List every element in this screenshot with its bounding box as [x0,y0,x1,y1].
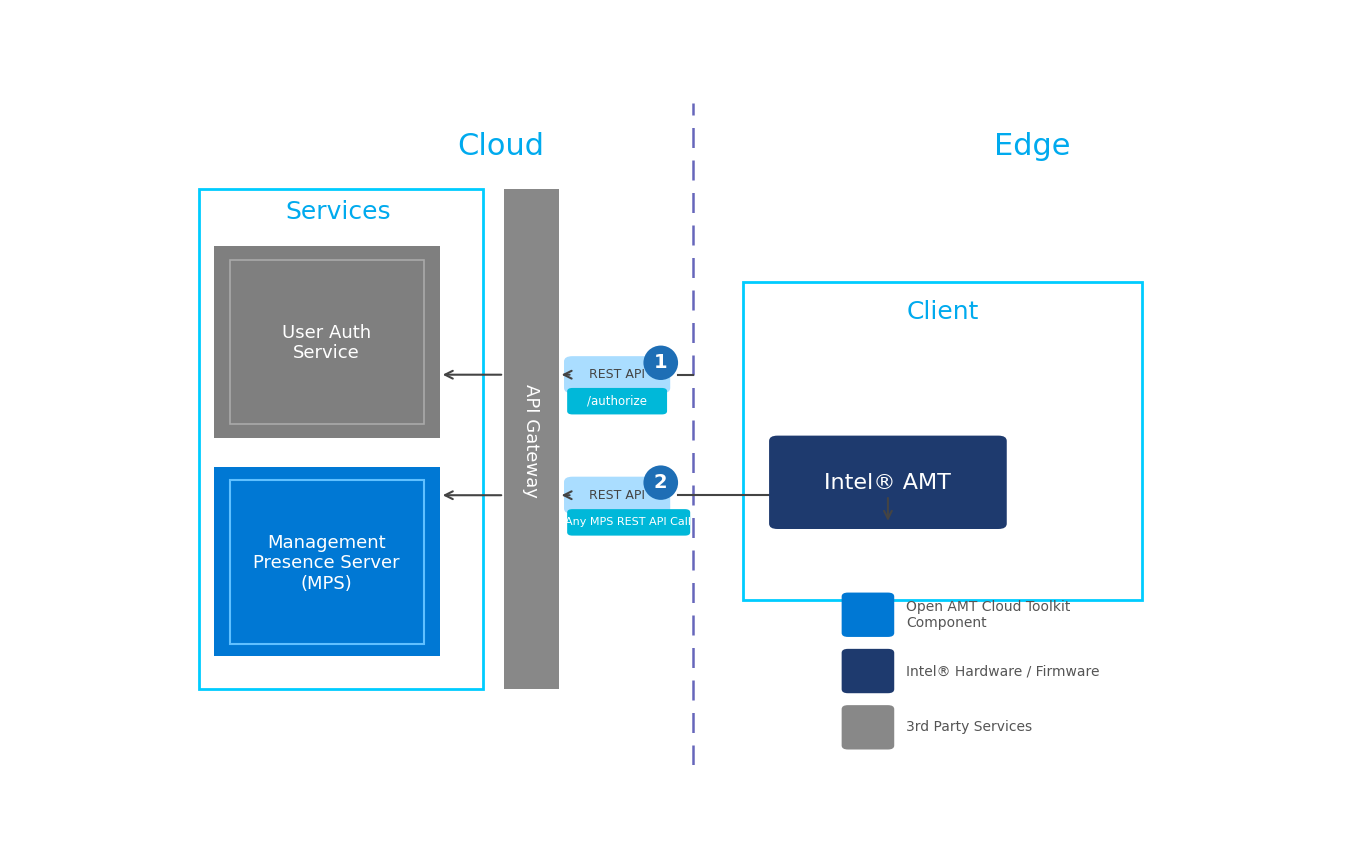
FancyBboxPatch shape [841,648,894,693]
FancyBboxPatch shape [567,509,691,536]
Text: 1: 1 [654,353,668,372]
FancyBboxPatch shape [567,388,668,415]
Text: Edge: Edge [993,132,1071,161]
Bar [742,282,1143,600]
Bar [214,246,440,438]
Bar [503,189,559,689]
FancyBboxPatch shape [841,593,894,637]
Text: Intel® Hardware / Firmware: Intel® Hardware / Firmware [906,664,1099,678]
FancyBboxPatch shape [565,476,670,513]
Ellipse shape [643,465,678,500]
FancyBboxPatch shape [769,436,1007,529]
Text: Services: Services [285,200,391,224]
Text: Client: Client [906,300,978,324]
Text: Cloud: Cloud [457,132,544,161]
Bar [229,260,425,424]
Text: User Auth
Service: User Auth Service [282,323,370,362]
Text: Management
Presence Server
(MPS): Management Presence Server (MPS) [252,533,400,593]
FancyBboxPatch shape [565,356,670,393]
Text: 3rd Party Services: 3rd Party Services [906,721,1031,734]
Bar [214,468,440,656]
Text: Intel® AMT: Intel® AMT [825,473,951,493]
Bar [229,480,425,644]
Text: Open AMT Cloud Toolkit
Component: Open AMT Cloud Toolkit Component [906,599,1071,630]
Text: Any MPS REST API Call: Any MPS REST API Call [565,518,691,527]
Text: /authorize: /authorize [586,395,646,408]
Text: REST API: REST API [589,368,645,381]
Text: REST API: REST API [589,488,645,501]
Text: API Gateway: API Gateway [522,384,540,498]
Ellipse shape [643,346,678,380]
Text: 2: 2 [654,473,668,492]
Bar [199,189,483,689]
FancyBboxPatch shape [841,705,894,750]
